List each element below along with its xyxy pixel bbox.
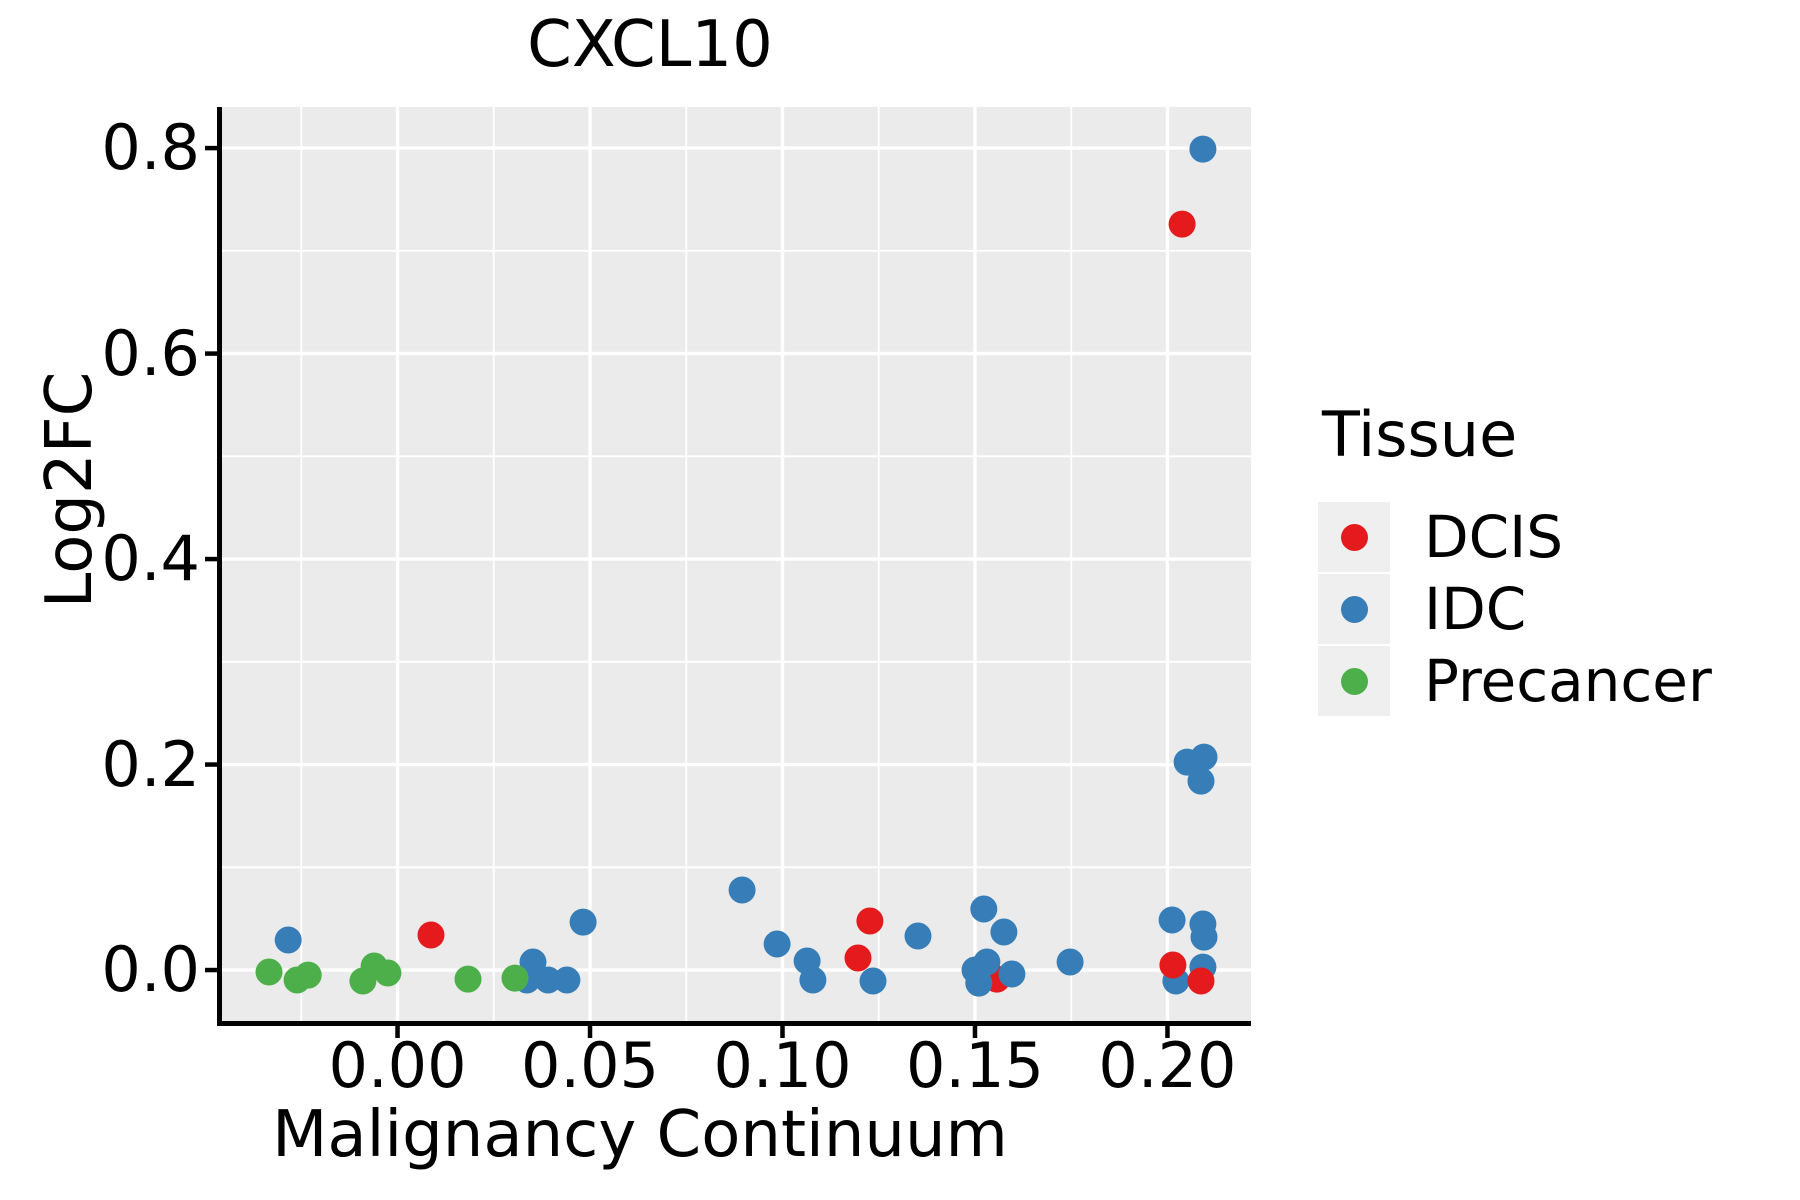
data-point-idc xyxy=(1056,948,1084,976)
data-point-idc xyxy=(990,918,1018,946)
legend-items: DCIS IDC Precancer xyxy=(1318,502,1712,716)
y-tick-label: 0.8 xyxy=(101,111,200,185)
x-tick-label: 0.20 xyxy=(1098,1029,1237,1102)
data-point-dcis xyxy=(1187,967,1215,995)
legend-title: Tissue xyxy=(1322,398,1518,471)
data-point-dcis xyxy=(844,944,872,972)
plot-panel xyxy=(222,107,1251,1021)
data-point-idc xyxy=(973,948,1001,976)
data-point-dcis xyxy=(856,907,884,935)
data-point-idc xyxy=(1158,906,1186,934)
x-axis-title: Malignancy Continuum xyxy=(272,1098,1008,1172)
legend-dot-icon xyxy=(1340,595,1368,623)
y-tick-label: 0.4 xyxy=(101,522,200,596)
y-tick-label: 0.0 xyxy=(101,933,200,1007)
plot-title: CXCL10 xyxy=(527,8,773,82)
x-tick-label: 0.00 xyxy=(328,1029,467,1102)
legend-key xyxy=(1318,502,1390,572)
data-point-idc xyxy=(728,876,756,904)
data-point-idc xyxy=(965,969,993,997)
data-point-precancer xyxy=(294,961,322,989)
x-tick-label: 0.10 xyxy=(713,1029,852,1102)
data-point-idc xyxy=(904,922,932,950)
data-point-idc xyxy=(970,895,998,923)
legend: Tissue DCIS IDC Precancer xyxy=(1318,402,1712,718)
data-point-dcis xyxy=(417,921,445,949)
data-point-idc xyxy=(1189,135,1217,163)
y-tick-label: 0.2 xyxy=(101,727,200,801)
x-tick-label: 0.15 xyxy=(905,1029,1044,1102)
legend-item-precancer: Precancer xyxy=(1318,646,1712,716)
legend-dot-icon xyxy=(1340,523,1368,551)
data-point-precancer xyxy=(454,965,482,993)
data-point-dcis xyxy=(1168,210,1196,238)
data-point-idc xyxy=(1190,743,1218,771)
legend-key xyxy=(1318,574,1390,644)
data-point-idc xyxy=(519,948,547,976)
data-point-idc xyxy=(1187,767,1215,795)
legend-item-idc: IDC xyxy=(1318,574,1712,644)
data-point-precancer xyxy=(501,964,529,992)
data-point-idc xyxy=(998,960,1026,988)
data-point-precancer xyxy=(374,959,402,987)
data-point-idc xyxy=(274,926,302,954)
data-point-idc xyxy=(763,930,791,958)
data-point-dcis xyxy=(1159,951,1187,979)
x-tick-label: 0.05 xyxy=(520,1029,660,1102)
legend-label: Precancer xyxy=(1424,647,1712,715)
legend-label: DCIS xyxy=(1424,503,1564,571)
y-tick-label: 0.6 xyxy=(101,316,200,390)
data-point-idc xyxy=(569,908,597,936)
legend-key xyxy=(1318,646,1390,716)
legend-label: IDC xyxy=(1424,575,1527,643)
data-point-precancer xyxy=(255,958,283,986)
data-point-idc xyxy=(859,967,887,995)
legend-item-dcis: DCIS xyxy=(1318,502,1712,572)
data-point-idc xyxy=(1190,923,1218,951)
legend-dot-icon xyxy=(1340,667,1368,695)
data-point-idc xyxy=(799,966,827,994)
data-point-idc xyxy=(553,966,581,994)
data-point-idc xyxy=(534,966,562,994)
